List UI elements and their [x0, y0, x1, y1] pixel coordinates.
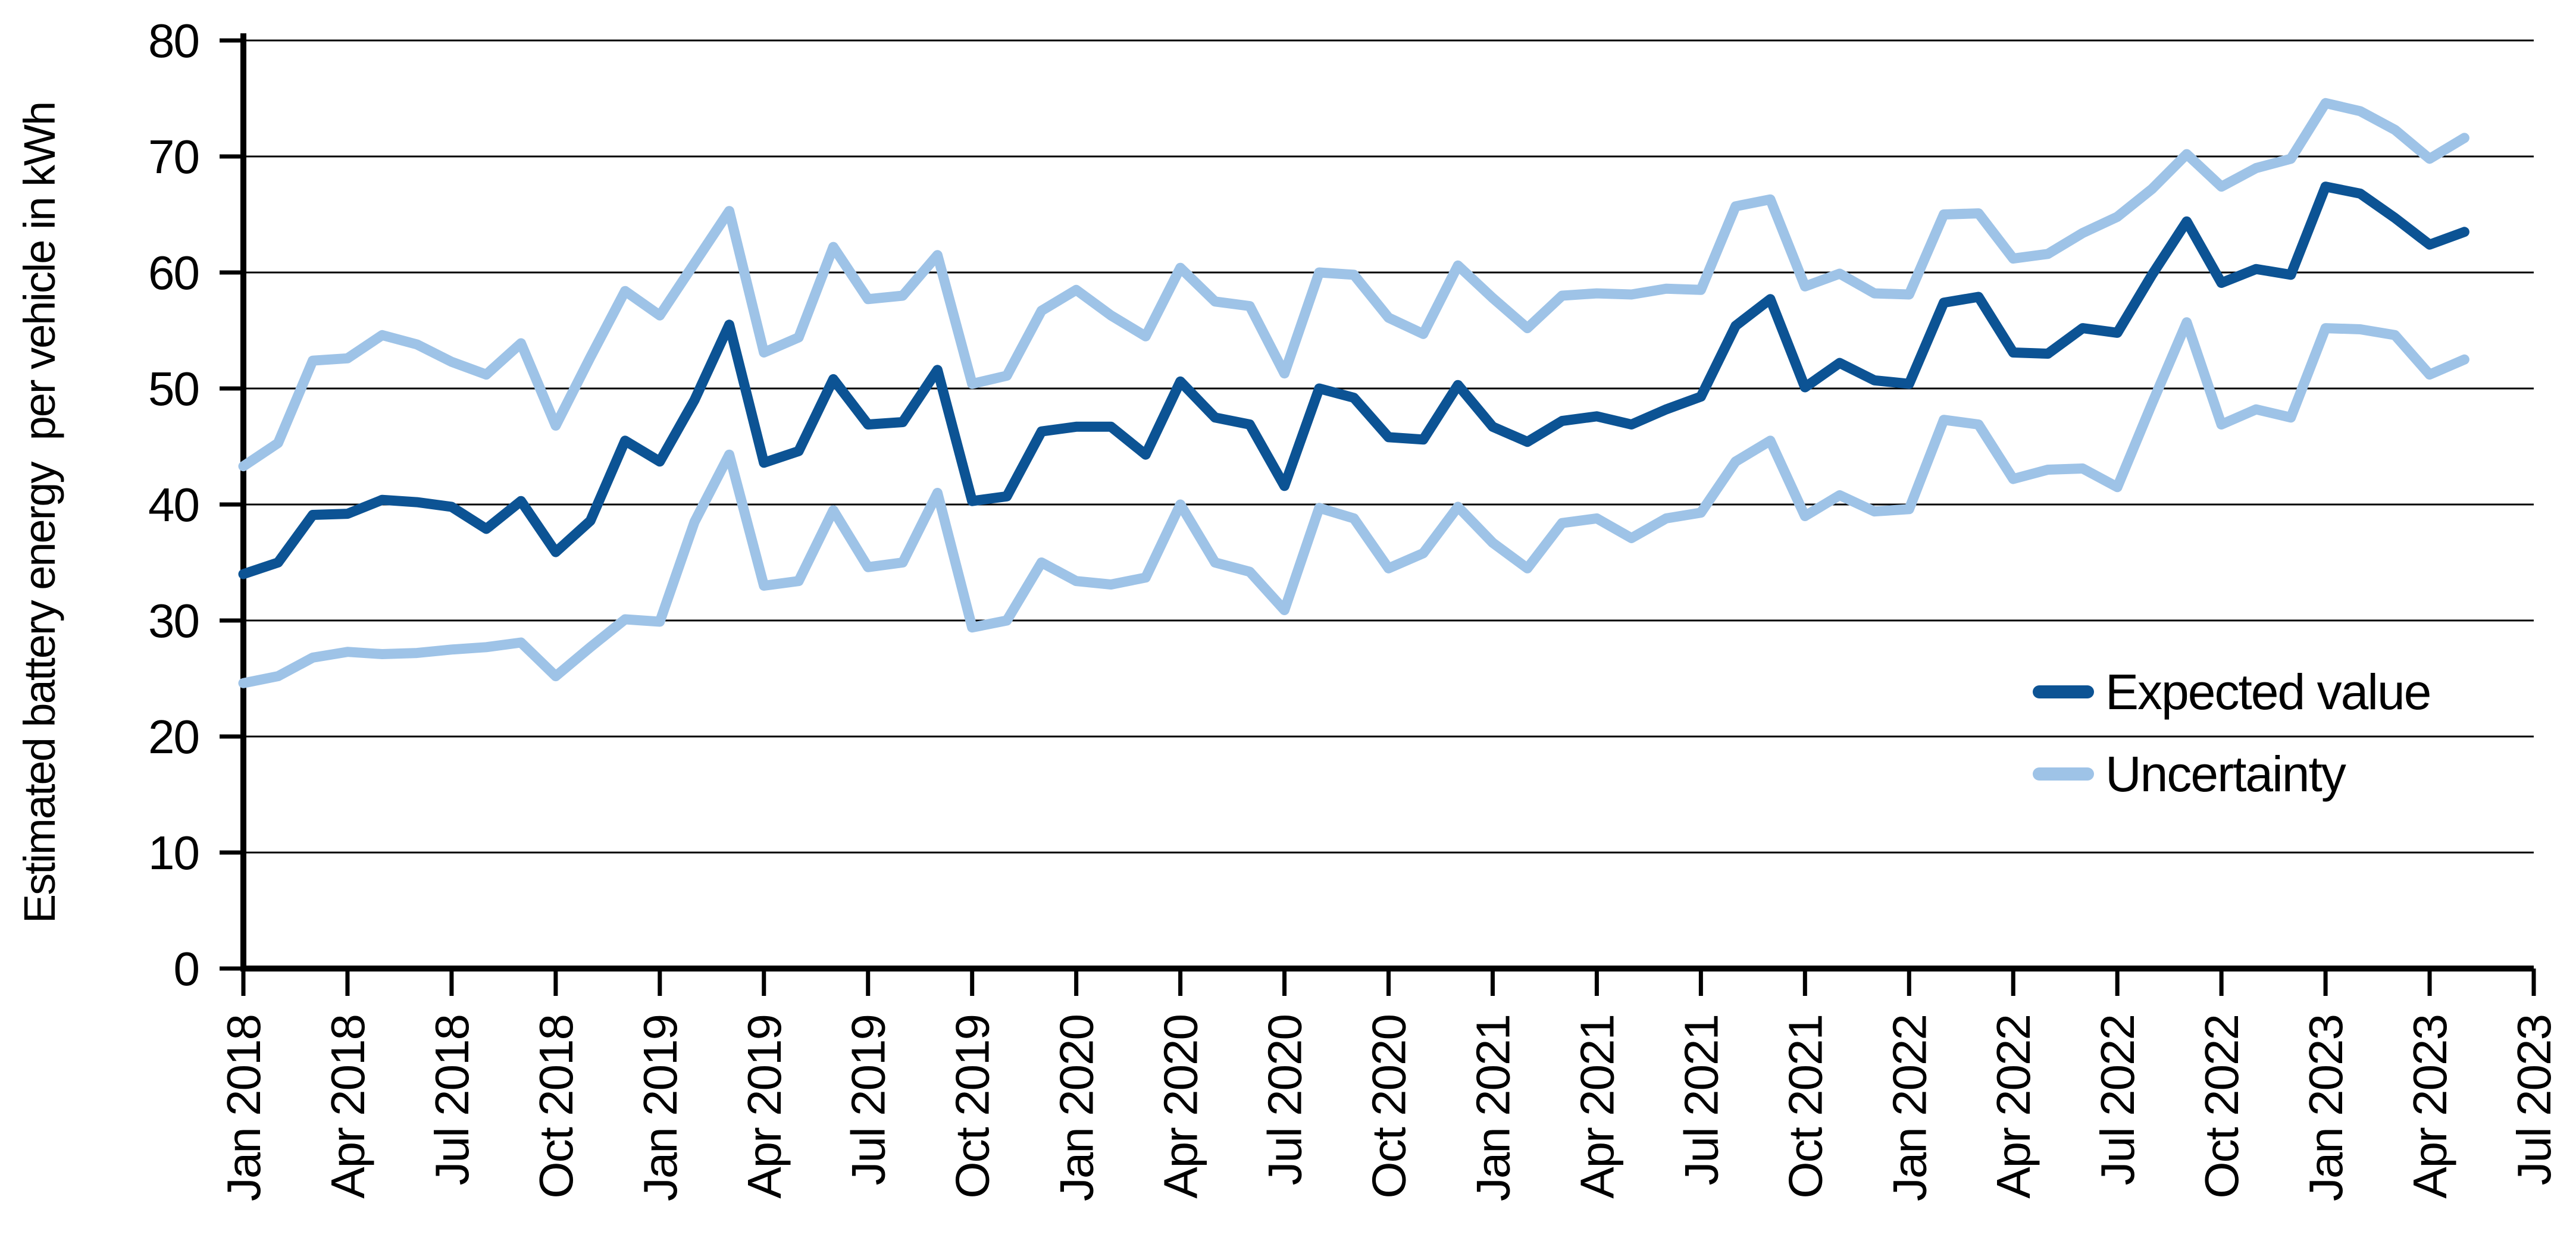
x-tick-label-Jan-2022: Jan 2022	[1883, 1015, 1936, 1201]
y-axis-title: Estimated battery energy per vehicle in …	[15, 102, 64, 923]
y-axis-tick-labels: 0 10 20 30 40 50 60 70 80	[148, 14, 200, 995]
x-tick-label-Oct-2020: Oct 2020	[1363, 1015, 1416, 1199]
y-tick-label-20: 20	[148, 710, 199, 763]
series-line-uncertainty-upper-bound	[238, 98, 2469, 472]
x-tick-label-Oct-2019: Oct 2019	[946, 1015, 999, 1199]
x-tick-label-Apr-2021: Apr 2021	[1570, 1015, 1623, 1199]
x-tick-label-Jul-2021: Jul 2021	[1674, 1015, 1727, 1185]
y-axis-ticks	[220, 38, 243, 971]
x-axis-ticks	[241, 969, 2536, 996]
series-line-uncertainty-lower-bound	[238, 317, 2469, 688]
legend-label-uncertainty: Uncertainty	[2105, 746, 2346, 802]
y-tick-label-0: 0	[174, 942, 199, 995]
axes	[240, 33, 2534, 972]
x-axis-tick-labels: Jan 2018 Apr 2018 Jul 2018 Oct 2018 Jan 2019…	[217, 1015, 2561, 1201]
series-lines	[238, 98, 2469, 688]
x-tick-label-Apr-2023: Apr 2023	[2403, 1015, 2456, 1199]
y-tick-label-50: 50	[148, 362, 199, 415]
y-tick-label-40: 40	[148, 478, 199, 531]
x-tick-label-Jul-2020: Jul 2020	[1259, 1015, 1312, 1185]
y-tick-label-70: 70	[148, 130, 199, 183]
x-tick-label-Jan-2021: Jan 2021	[1466, 1015, 1519, 1201]
y-tick-label-30: 30	[148, 594, 199, 647]
y-tick-label-60: 60	[148, 246, 199, 299]
y-tick-label-80: 80	[148, 14, 199, 67]
x-tick-label-Jul-2023: Jul 2023	[2508, 1015, 2561, 1185]
legend: Expected value Uncertainty	[2033, 664, 2431, 802]
x-tick-label-Apr-2018: Apr 2018	[321, 1015, 374, 1199]
x-tick-label-Oct-2021: Oct 2021	[1779, 1015, 1832, 1199]
x-tick-label-Jul-2019: Jul 2019	[842, 1015, 895, 1185]
legend-label-expected-value: Expected value	[2105, 664, 2430, 720]
x-tick-label-Apr-2019: Apr 2019	[738, 1015, 791, 1199]
x-tick-label-Jul-2022: Jul 2022	[2091, 1015, 2144, 1185]
x-tick-label-Jan-2019: Jan 2019	[634, 1015, 687, 1201]
series-line-expected-value	[238, 181, 2469, 579]
x-tick-label-Jan-2023: Jan 2023	[2299, 1015, 2352, 1201]
y-tick-label-10: 10	[148, 826, 199, 879]
x-tick-label-Oct-2018: Oct 2018	[530, 1015, 583, 1199]
x-tick-label-Jan-2020: Jan 2020	[1050, 1015, 1103, 1201]
x-tick-label-Oct-2022: Oct 2022	[2195, 1015, 2248, 1199]
x-tick-label-Apr-2020: Apr 2020	[1154, 1015, 1207, 1199]
x-tick-label-Apr-2022: Apr 2022	[1987, 1015, 2040, 1199]
x-tick-label-Jan-2018: Jan 2018	[217, 1015, 270, 1201]
x-tick-label-Jul-2018: Jul 2018	[425, 1015, 478, 1185]
